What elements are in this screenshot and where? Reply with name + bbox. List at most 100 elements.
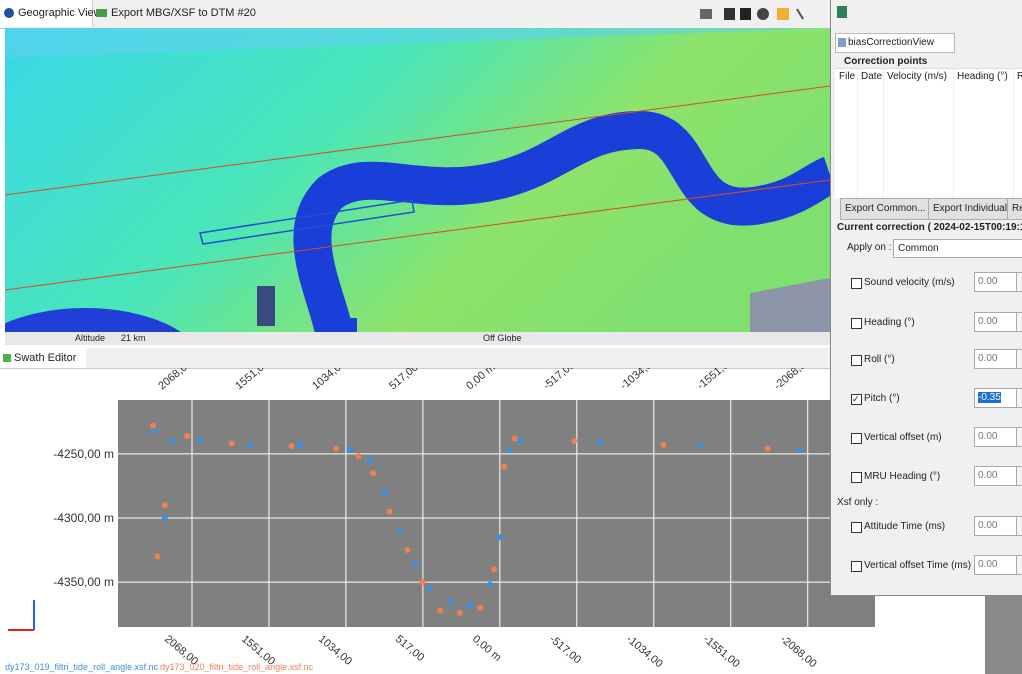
field-label: Sound velocity (m/s) (864, 277, 955, 288)
column-header: Date (861, 71, 882, 82)
channel (317, 318, 357, 332)
x-tick-label: -1034,00 (624, 633, 665, 670)
x-tick-label: -1034,00 (618, 368, 659, 392)
spinner[interactable] (1016, 427, 1022, 447)
tab-bias-correction[interactable]: biasCorrectionView (835, 33, 955, 53)
tab-export[interactable]: Export MBG/XSF to DTM #20 (93, 0, 271, 27)
checkbox[interactable] (851, 278, 862, 289)
tool-icon[interactable] (777, 8, 789, 20)
spinner[interactable] (1016, 516, 1022, 536)
swath-point (154, 553, 160, 559)
checkbox[interactable] (851, 433, 862, 444)
value-field[interactable]: 0.00 (974, 272, 1019, 292)
y-tick-label: -4350,00 m (53, 575, 114, 589)
current-correction: Current correction ( 2024-02-15T00:19:15… (837, 222, 1022, 233)
swath-point (419, 579, 425, 585)
tool-icon[interactable] (740, 8, 751, 20)
column-divider (883, 69, 884, 199)
tool-icon[interactable] (797, 9, 803, 19)
column-divider (1013, 69, 1014, 199)
swath-point (150, 423, 156, 429)
x-tick-label: 517,00 (387, 368, 420, 392)
tool-icon[interactable] (724, 8, 735, 20)
view-icon (838, 38, 846, 47)
swath-point (397, 528, 403, 534)
tab-geographic-view[interactable]: Geographic View (0, 0, 93, 27)
plot-area (118, 400, 875, 627)
section-title: Correction points (844, 56, 927, 67)
status-text: Off Globe (483, 332, 521, 345)
value-field[interactable]: 0.00 (974, 516, 1019, 536)
x-tick-label: 1034,00 (316, 633, 354, 668)
apply-on-label: Apply on : (847, 242, 891, 253)
x-tick-label: 517,00 (393, 633, 426, 664)
swath-point (412, 561, 418, 567)
column-header: Velocity (m/s) (887, 71, 947, 82)
swath-point (437, 607, 443, 613)
x-tick-label: -517,00 (547, 633, 583, 666)
swath-point (427, 586, 433, 592)
screen: {"tabs": {"geographic_view": "Geographic… (0, 0, 1022, 674)
field-label: Attitude Time (ms) (864, 521, 945, 532)
button-row: Export Common...Export IndividualRen (835, 198, 1022, 216)
swath-point (487, 582, 493, 588)
checkbox[interactable]: ✓ (851, 394, 862, 405)
swath-point (597, 439, 603, 445)
column-divider (953, 69, 954, 199)
field-label: MRU Heading (°) (864, 471, 940, 482)
x-tick-label: 0,00 m (470, 633, 503, 664)
checkbox[interactable] (851, 318, 862, 329)
swath-point (507, 447, 513, 453)
swath-point (247, 442, 253, 448)
value-field[interactable]: 0.00 (974, 555, 1019, 575)
field-value: 0.00 (978, 559, 997, 570)
globe-icon (4, 8, 14, 18)
spinner[interactable] (1016, 555, 1022, 575)
spinner[interactable] (1016, 466, 1022, 486)
spinner[interactable] (1016, 349, 1022, 369)
swath-point (467, 602, 473, 608)
spinner[interactable] (1016, 388, 1022, 408)
legend-entry: dy173_019_filtri_tide_roll_angle.xsf.nc (5, 662, 159, 672)
spinner[interactable] (1016, 312, 1022, 332)
tab-swath-editor[interactable]: Swath Editor (0, 348, 86, 368)
toolbar-icons (700, 6, 825, 22)
swath-point (152, 428, 158, 434)
value-field[interactable]: 0.00 (974, 312, 1019, 332)
spinner[interactable] (1016, 272, 1022, 292)
swath-point (447, 598, 453, 604)
xsf-only-label: Xsf only : (837, 497, 878, 508)
column-header: File (839, 71, 855, 82)
field-value: 0.00 (978, 316, 997, 327)
value-field[interactable]: 0.00 (974, 466, 1019, 486)
field-value: 0.00 (978, 431, 997, 442)
checkbox[interactable] (851, 472, 862, 483)
map (5, 28, 830, 332)
value-field[interactable]: 0.00 (974, 349, 1019, 369)
swath-point (765, 446, 771, 452)
x-tick-label: -2068,00 (778, 633, 819, 670)
swath-point (501, 464, 507, 470)
checkbox[interactable] (851, 355, 862, 366)
export-icon (96, 9, 107, 17)
button[interactable]: Export Common... (840, 198, 931, 220)
field-value: 0.00 (978, 470, 997, 481)
button[interactable]: Export Individual (928, 198, 1012, 220)
y-tick-label: -4300,00 m (53, 511, 114, 525)
button[interactable]: Ren (1007, 198, 1022, 220)
tool-icon[interactable] (700, 9, 712, 19)
checkbox[interactable] (851, 522, 862, 533)
field-value: -0.35 (978, 392, 1001, 403)
x-tick-label: -1551,00 (701, 633, 742, 670)
tool-icon[interactable] (757, 8, 769, 20)
status-text: 21 km (121, 332, 146, 345)
value-field[interactable]: 0.00 (974, 427, 1019, 447)
apply-on-select[interactable]: Common (893, 239, 1022, 258)
swath-point (347, 447, 353, 453)
field-label: Heading (°) (864, 317, 915, 328)
value-field[interactable]: -0.35 (974, 388, 1019, 408)
app-icon (837, 6, 847, 18)
checkbox[interactable] (851, 561, 862, 572)
swath-point (387, 509, 393, 515)
